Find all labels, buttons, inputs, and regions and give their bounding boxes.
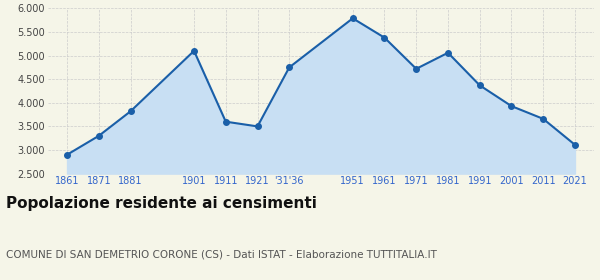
- Text: COMUNE DI SAN DEMETRIO CORONE (CS) - Dati ISTAT - Elaborazione TUTTITALIA.IT: COMUNE DI SAN DEMETRIO CORONE (CS) - Dat…: [6, 249, 437, 259]
- Text: Popolazione residente ai censimenti: Popolazione residente ai censimenti: [6, 196, 317, 211]
